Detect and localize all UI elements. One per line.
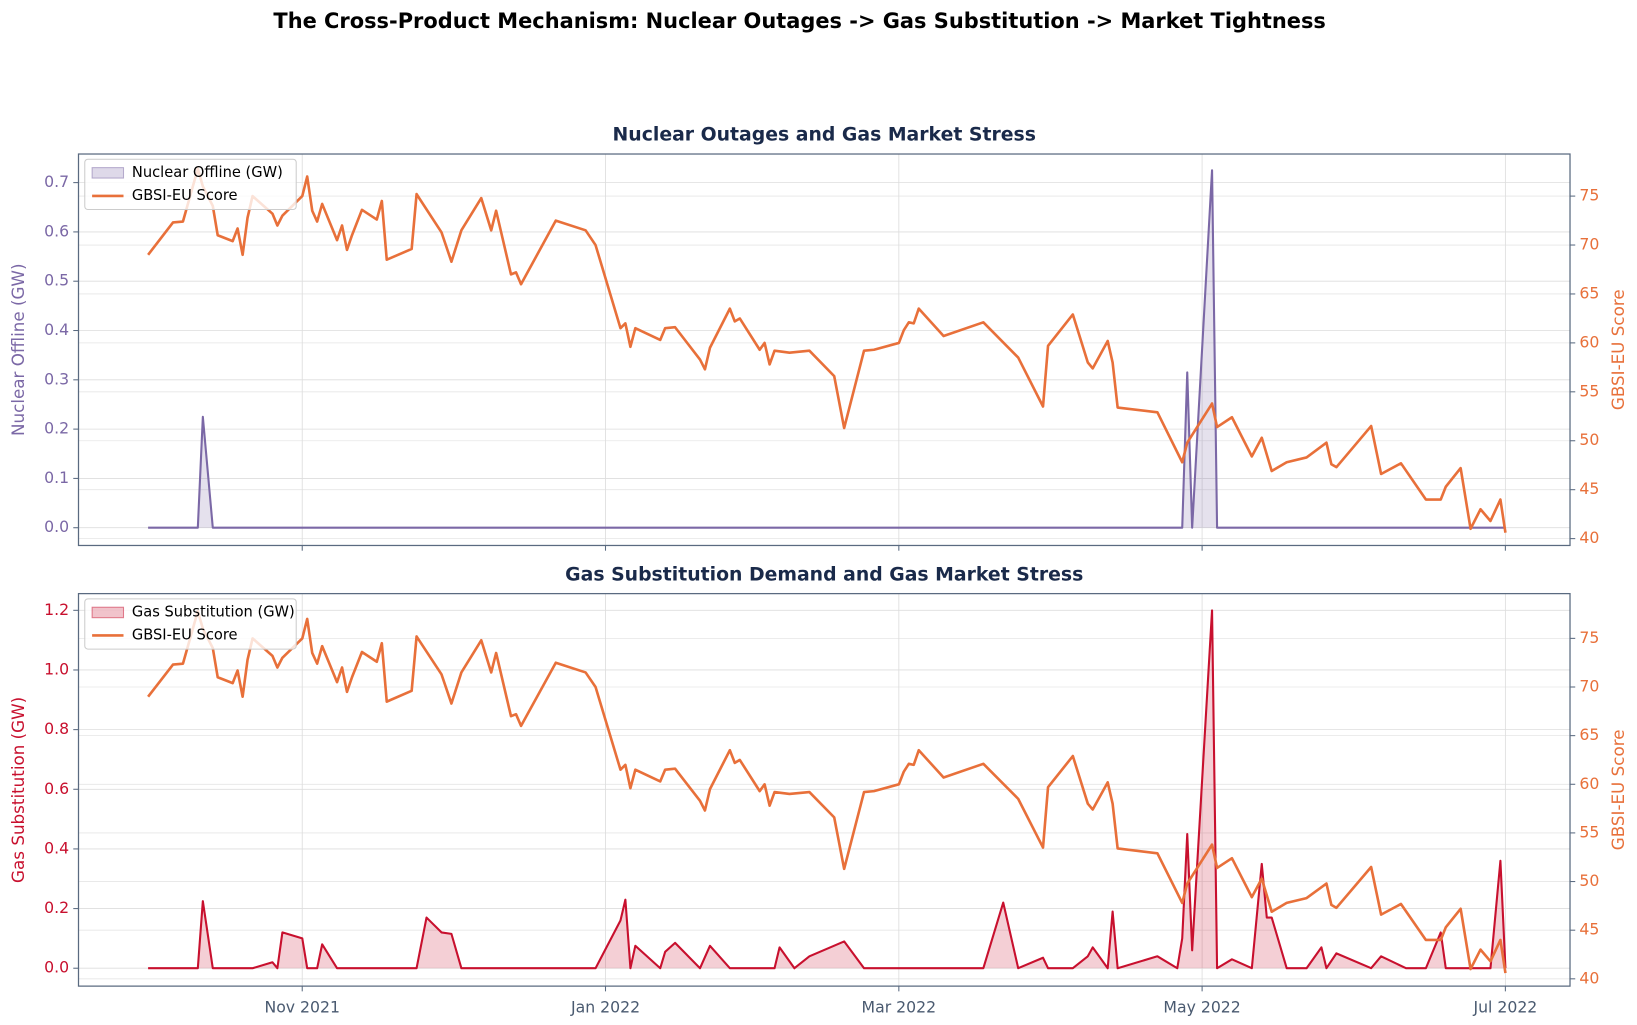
y2-tick-label: 70 [1579,677,1599,696]
y-tick-label: 0.7 [44,172,69,191]
y-tick-label: 0.0 [44,958,69,977]
y-tick-label: 0.4 [44,320,69,339]
y2-tick-label: 60 [1579,774,1599,793]
y2-tick-label: 40 [1579,968,1599,987]
y-tick-label: 0.4 [44,838,69,857]
y2-tick-label: 50 [1579,871,1599,890]
y-tick-label: 1.2 [44,600,69,619]
y-tick-label: 0.1 [44,468,69,487]
y2-tick-label: 60 [1579,332,1599,351]
legend-swatch [91,167,125,179]
x-tick-label: May 2022 [1163,998,1240,1017]
y2-tick-label: 50 [1579,430,1599,449]
figure-title: The Cross-Product Mechanism: Nuclear Out… [273,9,1325,33]
y-axis-label: Nuclear Offline (GW) [8,263,28,436]
y2-tick-label: 65 [1579,725,1599,744]
y-tick-label: 0.6 [44,779,69,798]
y2-tick-label: 65 [1579,283,1599,302]
x-tick-label: Mar 2022 [862,998,937,1017]
y2-tick-label: 75 [1579,186,1599,205]
line [147,609,1507,974]
y-tick-label: 0.3 [44,369,69,388]
y2-tick-label: 45 [1579,920,1599,939]
legend-box [84,598,297,650]
plot-frame [77,592,1571,987]
line [148,609,1507,970]
y2-axis-label: GBSI-EU Score [1608,289,1628,410]
x-tick-label: Nov 2021 [264,998,340,1017]
y-tick-label: 0.6 [44,221,69,240]
legend-swatch [91,606,125,619]
y2-axis-label: GBSI-EU Score [1608,729,1628,850]
y-axis-label: Gas Substitution (GW) [8,697,28,883]
y-tick-label: 0.8 [44,719,69,738]
y-tick-label: 0.2 [44,898,69,917]
x-tick-label: Jan 2022 [570,998,640,1017]
y2-tick-label: 55 [1579,381,1599,400]
y-tick-label: 0.0 [44,517,69,536]
y2-tick-label: 45 [1579,479,1599,498]
plot-frame [77,153,1571,547]
legend-label: GBSI-EU Score [132,187,238,204]
panel-title: Gas Substitution Demand and Gas Market S… [565,564,1083,585]
y-tick-label: 1.0 [44,659,69,678]
legend-label: GBSI-EU Score [132,626,238,643]
y-tick-label: 0.5 [44,271,69,290]
legend-box [84,158,297,211]
line [147,167,1507,533]
x-tick-label: Jul 2022 [1472,998,1537,1017]
legend-label: Gas Substitution (GW) [132,603,295,620]
y2-tick-label: 70 [1579,235,1599,254]
y2-tick-label: 75 [1579,628,1599,647]
y2-tick-label: 55 [1579,822,1599,841]
y-tick-label: 0.2 [44,419,69,438]
panel-title: Nuclear Outages and Gas Market Stress [613,125,1036,146]
y2-tick-label: 40 [1579,528,1599,547]
legend-label: Nuclear Offline (GW) [132,164,283,181]
